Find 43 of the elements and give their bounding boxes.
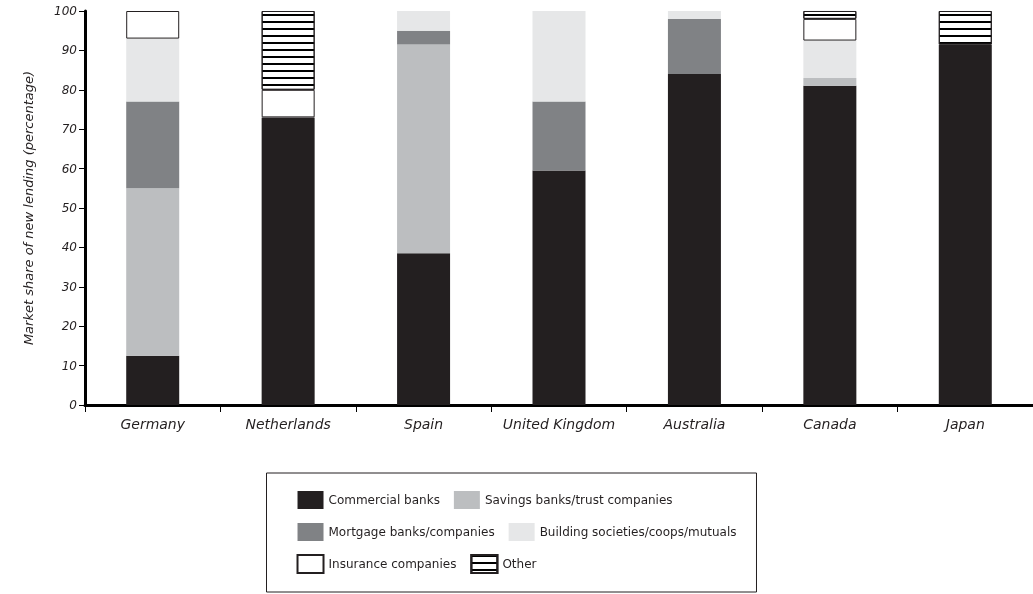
bar [397, 30, 451, 45]
legend-label: Building societies/coops/mutuals [539, 525, 737, 539]
y-tick-label: 100 [54, 4, 78, 18]
y-tick-label: 90 [61, 43, 78, 58]
bar [803, 40, 857, 78]
bar [532, 101, 586, 171]
y-tick-label: 0 [69, 398, 78, 412]
bar [532, 11, 586, 102]
bar [126, 355, 180, 405]
legend-label: Commercial banks [328, 493, 440, 507]
bar [397, 253, 451, 405]
y-tick-label: 10 [61, 358, 78, 373]
x-tick-label: Australia [662, 416, 726, 432]
x-tick-label: Canada [803, 416, 857, 432]
y-tick-label: 70 [61, 122, 78, 137]
x-tick-label: Netherlands [245, 416, 331, 432]
bar [126, 11, 180, 39]
x-tick-label: Spain [404, 416, 444, 432]
bar [667, 74, 721, 405]
legend-label: Other [502, 557, 537, 571]
bar [532, 170, 586, 405]
y-tick-label: 30 [61, 279, 78, 294]
bar [397, 44, 451, 254]
y-tick-label: 80 [61, 82, 78, 97]
y-axis-title: Market share of new lending (percentage) [21, 70, 36, 346]
y-tick-label: 20 [61, 319, 78, 334]
bar [126, 101, 180, 189]
legend-label: Savings banks/trust companies [484, 493, 673, 507]
bar [803, 77, 857, 86]
bar [126, 188, 180, 356]
y-tick-label: 60 [61, 161, 78, 176]
bar [667, 11, 721, 19]
bar [667, 18, 721, 75]
y-tick-label: 50 [61, 201, 78, 215]
x-tick-label: Germany [120, 416, 186, 432]
bar [803, 85, 857, 405]
x-tick-label: United Kingdom [502, 416, 616, 432]
y-tick-label: 40 [61, 240, 78, 255]
legend-label: Mortgage banks/companies [328, 525, 495, 539]
bar [126, 38, 180, 102]
x-tick-label: Japan [942, 416, 985, 432]
bar [397, 11, 451, 31]
legend-label: Insurance companies [328, 557, 457, 571]
